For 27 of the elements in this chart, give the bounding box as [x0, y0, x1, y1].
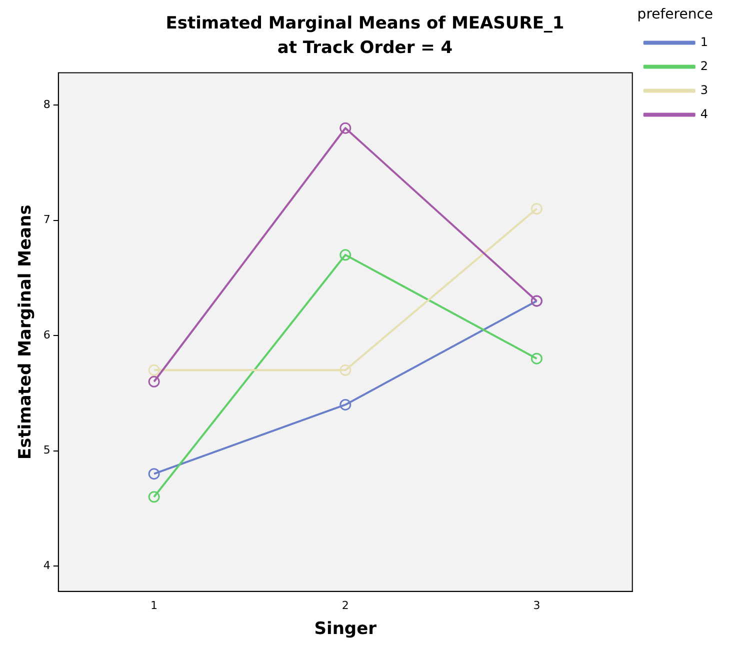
chart-title: Estimated Marginal Means of MEASURE_1 — [166, 14, 564, 34]
point — [148, 491, 160, 503]
point — [530, 203, 542, 215]
legend-label: 2 — [700, 58, 708, 73]
legend-title: preference — [637, 6, 714, 23]
point — [148, 468, 160, 480]
point — [340, 398, 352, 410]
y-tick-label: 7 — [43, 213, 50, 226]
point — [530, 352, 542, 364]
legend-label: 4 — [700, 106, 708, 121]
y-axis-title: Estimated Marginal Means — [16, 204, 36, 460]
x-tick-label: 1 — [150, 598, 158, 612]
y-tick-label: 5 — [43, 444, 50, 457]
point — [340, 249, 352, 261]
x-tick-label: 2 — [342, 598, 349, 612]
point — [148, 376, 160, 388]
x-tick-label: 3 — [533, 598, 540, 612]
y-tick-label: 8 — [43, 98, 50, 111]
legend-label: 1 — [700, 34, 708, 49]
point — [340, 364, 352, 376]
chart-subtitle: at Track Order = 4 — [277, 38, 453, 58]
y-tick-label: 4 — [43, 558, 50, 572]
point — [340, 122, 352, 134]
legend-label: 3 — [700, 82, 708, 97]
y-tick-label: 6 — [43, 328, 50, 342]
point — [148, 364, 160, 376]
x-axis-title: Singer — [314, 619, 378, 640]
